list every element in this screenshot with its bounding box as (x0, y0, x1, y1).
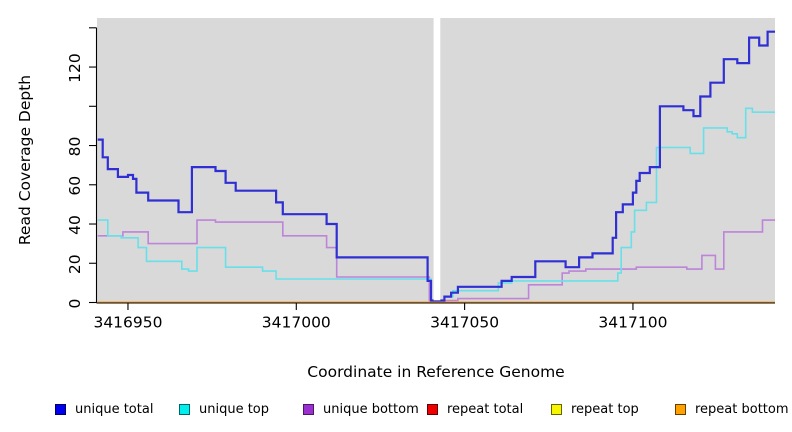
y-axis-title: Read Coverage Depth (16, 74, 34, 246)
series-line-unique-total (97, 30, 775, 302)
series-line-unique-top (97, 107, 775, 302)
y-tick-label: 120 (66, 53, 84, 83)
y-tick-label: 60 (66, 176, 84, 196)
y-tick-label: 20 (66, 254, 84, 274)
series-line-unique-bottom (97, 219, 775, 302)
masked-region (433, 18, 441, 301)
y-tick-label: 80 (66, 137, 84, 157)
x-tick-label: 3417050 (430, 314, 499, 332)
y-tick-label: 0 (66, 299, 84, 309)
y-tick-label: 40 (66, 215, 84, 235)
x-tick-label: 3417100 (598, 314, 667, 332)
x-tick-label: 3417000 (262, 314, 331, 332)
x-axis-title: Coordinate in Reference Genome (307, 363, 565, 381)
x-tick-label: 3416950 (93, 314, 162, 332)
